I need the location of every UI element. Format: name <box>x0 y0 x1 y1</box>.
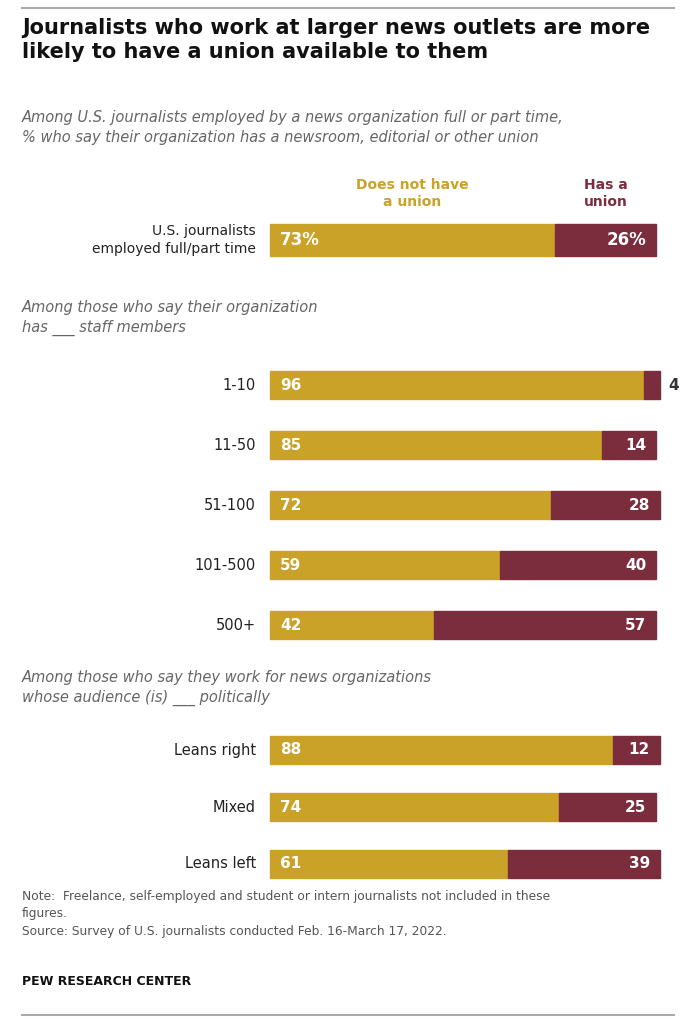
Bar <box>270 371 644 399</box>
Text: 51-100: 51-100 <box>204 497 256 513</box>
Text: Leans left: Leans left <box>184 856 256 872</box>
Bar <box>270 850 508 878</box>
Text: Has a
union: Has a union <box>583 178 627 210</box>
Text: 85: 85 <box>280 438 301 452</box>
Text: 57: 57 <box>625 618 646 632</box>
Bar <box>559 793 656 821</box>
Bar <box>500 551 656 579</box>
Text: Note:  Freelance, self-employed and student or intern journalists not included i: Note: Freelance, self-employed and stude… <box>22 890 550 938</box>
Bar <box>270 551 500 579</box>
Text: 14: 14 <box>625 438 646 452</box>
Text: 88: 88 <box>280 743 301 757</box>
Text: 26%: 26% <box>606 231 646 249</box>
Text: 1-10: 1-10 <box>223 377 256 393</box>
Text: Does not have
a union: Does not have a union <box>356 178 468 210</box>
Text: 4: 4 <box>668 377 679 393</box>
Text: 72: 72 <box>280 497 301 513</box>
Text: 61: 61 <box>280 856 301 872</box>
Text: 40: 40 <box>625 558 646 573</box>
Bar <box>555 224 656 256</box>
Bar <box>434 611 656 639</box>
Bar <box>270 611 434 639</box>
Text: Leans right: Leans right <box>174 743 256 757</box>
Text: 11-50: 11-50 <box>214 438 256 452</box>
Text: Journalists who work at larger news outlets are more
likely to have a union avai: Journalists who work at larger news outl… <box>22 18 650 62</box>
Text: U.S. journalists
employed full/part time: U.S. journalists employed full/part time <box>92 224 256 256</box>
Bar <box>508 850 660 878</box>
Bar <box>270 224 555 256</box>
Text: 59: 59 <box>280 558 301 573</box>
Text: Among those who say they work for news organizations
whose audience (is) ___ pol: Among those who say they work for news o… <box>22 670 432 706</box>
Bar <box>613 736 660 764</box>
Text: 39: 39 <box>628 856 650 872</box>
Text: 28: 28 <box>628 497 650 513</box>
Text: Among U.S. journalists employed by a news organization full or part time,
% who : Among U.S. journalists employed by a new… <box>22 110 564 145</box>
Text: 96: 96 <box>280 377 301 393</box>
Bar <box>601 431 656 459</box>
Text: 25: 25 <box>625 800 646 814</box>
Text: PEW RESEARCH CENTER: PEW RESEARCH CENTER <box>22 975 191 988</box>
Text: Among those who say their organization
has ___ staff members: Among those who say their organization h… <box>22 300 319 336</box>
Text: 74: 74 <box>280 800 301 814</box>
Bar <box>270 431 601 459</box>
Bar <box>270 736 613 764</box>
Text: 101-500: 101-500 <box>195 558 256 573</box>
Text: 42: 42 <box>280 618 301 632</box>
Text: Mixed: Mixed <box>213 800 256 814</box>
Bar <box>270 793 559 821</box>
Text: 73%: 73% <box>280 231 320 249</box>
Bar <box>270 491 551 519</box>
Text: 500+: 500+ <box>216 618 256 632</box>
Text: 12: 12 <box>628 743 650 757</box>
Bar <box>551 491 660 519</box>
Bar <box>644 371 660 399</box>
